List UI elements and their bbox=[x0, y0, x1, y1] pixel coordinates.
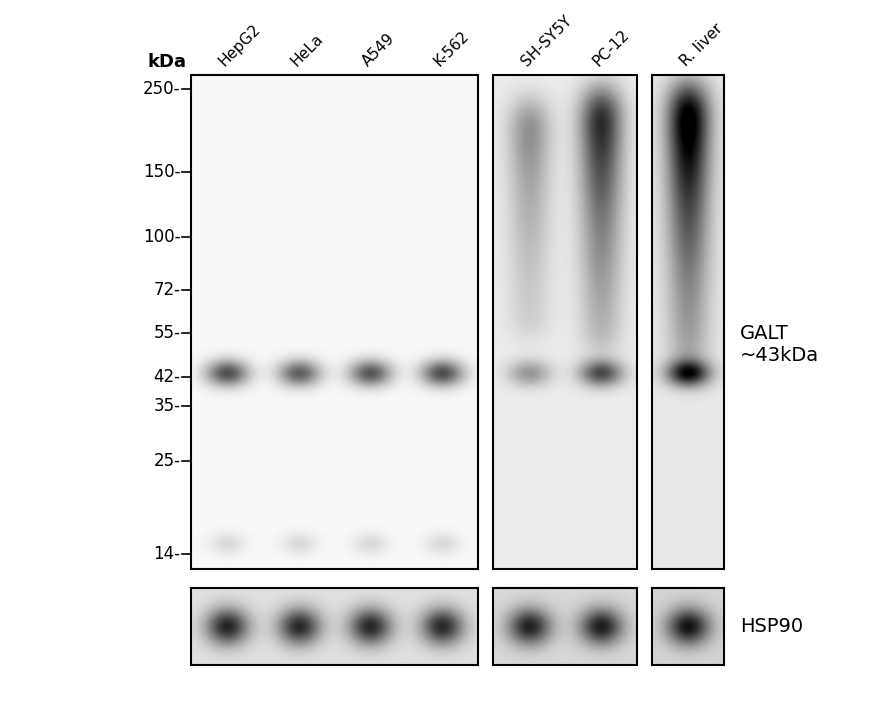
Text: SH-SY5Y: SH-SY5Y bbox=[519, 13, 575, 69]
Bar bbox=[493, 75, 637, 569]
Text: 250-: 250- bbox=[143, 80, 180, 99]
Text: 100-: 100- bbox=[143, 228, 180, 246]
Bar bbox=[652, 588, 724, 665]
Text: A549: A549 bbox=[360, 31, 398, 69]
Text: 42-: 42- bbox=[154, 368, 180, 386]
Bar bbox=[191, 588, 478, 665]
Text: GALT: GALT bbox=[740, 324, 789, 343]
Text: R. liver: R. liver bbox=[678, 21, 725, 69]
Text: kDa: kDa bbox=[147, 53, 186, 71]
Text: 55-: 55- bbox=[154, 324, 180, 343]
Text: 72-: 72- bbox=[154, 281, 180, 299]
Text: 14-: 14- bbox=[154, 545, 180, 563]
Text: K-562: K-562 bbox=[432, 28, 472, 69]
Text: ~43kDa: ~43kDa bbox=[740, 346, 819, 365]
Text: HeLa: HeLa bbox=[288, 31, 326, 69]
Text: 150-: 150- bbox=[143, 163, 180, 181]
Text: 25-: 25- bbox=[154, 451, 180, 469]
Bar bbox=[652, 75, 724, 569]
Text: PC-12: PC-12 bbox=[590, 27, 632, 69]
Text: HSP90: HSP90 bbox=[740, 617, 803, 636]
Text: 35-: 35- bbox=[154, 397, 180, 415]
Bar bbox=[191, 75, 478, 569]
Text: HepG2: HepG2 bbox=[216, 21, 264, 69]
Bar bbox=[493, 588, 637, 665]
